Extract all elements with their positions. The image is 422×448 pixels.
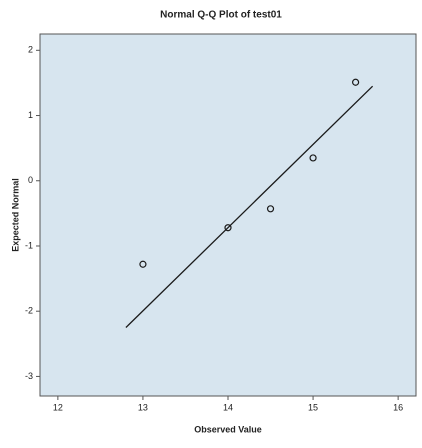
data-point [139,260,147,268]
x-tick-label: 13 [138,402,148,412]
x-tick-label: 15 [308,402,318,412]
data-point [266,205,275,213]
data-point [309,154,317,162]
data-point [224,224,232,232]
data-point [352,78,360,86]
y-tick-label: 0 [28,175,33,185]
x-tick-label: 12 [53,402,63,412]
reference-line [125,85,374,328]
y-tick-label: -2 [25,306,33,316]
y-tick-label: -1 [25,240,33,250]
x-axis-label: Observed Value [194,424,262,434]
x-tick-label: 14 [223,402,233,412]
chart-title: Normal Q-Q Plot of test01 [160,10,282,21]
y-axis-label: Expected Normal [10,178,20,252]
x-tick-label: 16 [393,402,403,412]
y-tick-label: 2 [28,45,33,55]
y-tick-label: -3 [25,371,33,381]
y-tick-label: 1 [28,110,33,120]
plot-area [39,33,417,397]
